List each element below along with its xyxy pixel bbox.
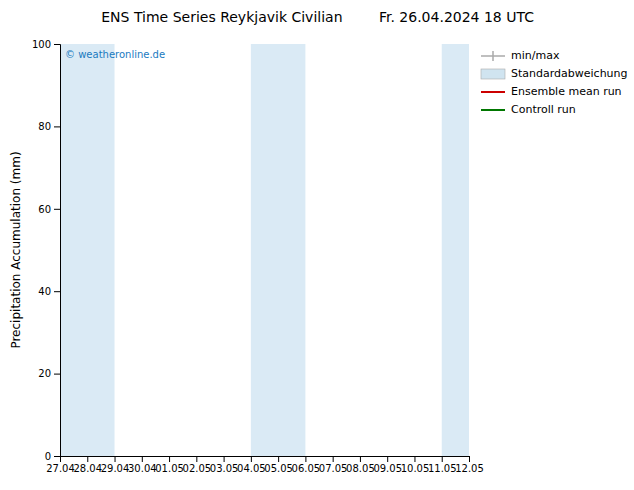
legend-swatch [492,51,494,61]
legend-item: Controll run [481,103,576,116]
y-tick: 100 [32,39,60,50]
x-tick-mark [469,456,470,462]
y-tick-mark [54,456,60,457]
x-tick-label: 10.05 [401,463,430,474]
y-tick-label: 100 [32,39,51,50]
x-tick-label: 12.05 [455,463,484,474]
chart-svg: 27.0428.0429.0430.0401.0502.0503.0504.05… [0,0,634,490]
x-tick-label: 02.05 [183,463,212,474]
y-tick-label: 0 [45,451,51,462]
x-tick-mark [142,456,143,462]
x-axis: 27.0428.0429.0430.0401.0502.0503.0504.05… [46,456,484,474]
x-tick: 07.05 [319,456,348,474]
y-tick-label: 40 [38,286,51,297]
y-tick: 0 [45,451,60,462]
x-tick: 08.05 [346,456,375,474]
x-axis-line [61,457,470,463]
y-tick-mark [54,291,60,292]
plot-area: 27.0428.0429.0430.0401.0502.0503.0504.05… [32,39,484,474]
x-tick-mark [87,456,88,462]
y-tick: 40 [38,286,60,297]
x-tick-mark [360,456,361,462]
x-tick-label: 30.04 [128,463,157,474]
y-tick-mark [54,209,60,210]
x-tick-mark [387,456,388,462]
legend-item: min/max [481,49,560,62]
x-tick-label: 06.05 [292,463,321,474]
x-tick-label: 11.05 [428,463,457,474]
x-tick-label: 04.05 [237,463,266,474]
x-tick: 30.04 [128,456,157,474]
y-tick-label: 80 [38,121,51,132]
x-tick: 09.05 [373,456,402,474]
x-tick: 10.05 [401,456,430,474]
y-axis-title: Precipitation Accumulation (mm) [9,151,23,348]
x-tick-label: 08.05 [346,463,375,474]
chart-title: ENS Time Series Reykjavik Civilian [101,9,342,25]
y-tick-mark [54,44,60,45]
x-tick-mark [305,456,306,462]
x-tick-label: 09.05 [373,463,402,474]
x-tick: 06.05 [292,456,321,474]
legend-swatch [481,109,505,111]
shaded-band [60,44,115,456]
x-tick: 01.05 [155,456,184,474]
y-tick: 80 [38,121,60,132]
x-tick-mark [414,456,415,462]
legend-swatch [481,69,505,79]
legend-label: Standardabweichung [511,67,628,80]
x-tick: 02.05 [183,456,212,474]
x-tick-mark [115,456,116,462]
x-tick-label: 03.05 [210,463,239,474]
x-tick-label: 27.04 [46,463,75,474]
legend-item: Ensemble mean run [481,85,622,98]
x-tick: 28.04 [73,456,102,474]
x-tick: 04.05 [237,456,266,474]
x-tick-mark [278,456,279,462]
x-tick-mark [196,456,197,462]
legend-label: min/max [511,49,560,62]
shaded-band [251,44,306,456]
x-tick-mark [251,456,252,462]
y-tick: 60 [38,204,60,215]
legend: min/max Standardabweichung Ensemble mean r… [481,49,628,116]
x-tick-label: 28.04 [73,463,102,474]
x-tick-mark [224,456,225,462]
y-tick: 20 [38,368,60,379]
y-axis: 0 20 40 60 80 100 [32,39,61,462]
x-tick: 29.04 [101,456,130,474]
legend-label: Ensemble mean run [511,85,622,98]
legend-item: Standardabweichung [481,67,628,80]
chart-subtitle: Fr. 26.04.2024 18 UTC [379,9,534,25]
y-tick-label: 20 [38,368,51,379]
legend-label: Controll run [511,103,576,116]
x-tick: 12.05 [455,456,484,474]
y-tick-mark [54,374,60,375]
x-tick: 05.05 [264,456,293,474]
annotation: © weatheronline.de [65,49,165,60]
shaded-band [442,44,469,456]
x-tick-label: 07.05 [319,463,348,474]
x-tick-mark [333,456,334,462]
x-tick-label: 29.04 [101,463,130,474]
x-tick-mark [442,456,443,462]
legend-swatch [481,91,505,93]
x-tick-label: 01.05 [155,463,184,474]
y-tick-mark [54,126,60,127]
marks [60,44,469,456]
x-tick-label: 05.05 [264,463,293,474]
y-axis-line [54,45,61,457]
x-tick: 03.05 [210,456,239,474]
x-tick-mark [169,456,170,462]
y-tick-label: 60 [38,204,51,215]
x-tick: 11.05 [428,456,457,474]
